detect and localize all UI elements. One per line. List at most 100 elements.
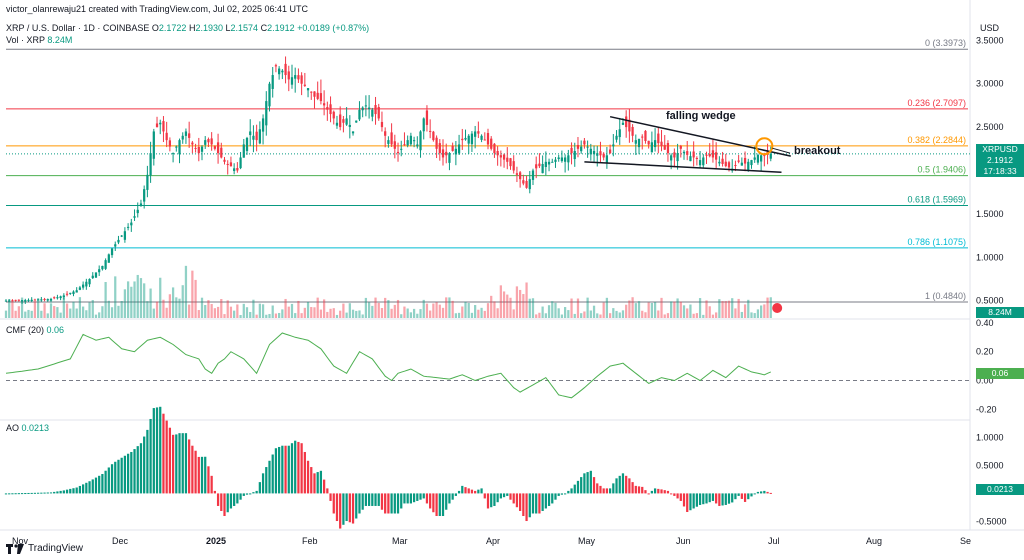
candle-body [422,118,425,132]
ao-bar [335,493,339,522]
candle-body [24,299,27,302]
volume-bar [753,313,756,318]
ao-bar [451,493,454,500]
volume-bar [155,301,159,318]
ao-bar [477,489,480,494]
candle-body [589,148,592,155]
volume-bar [766,297,769,318]
ao-bar [589,470,592,494]
candle-body [451,145,454,151]
volume-bar [306,301,310,318]
candle-body [37,299,40,301]
candle-body [88,278,91,285]
volume-bar [72,301,75,318]
ao-bar [107,467,110,494]
ao-bar [255,490,258,494]
ao-bar [37,492,40,494]
ao-bar [621,473,625,494]
wedge-upper-line [609,115,791,157]
ao-bar [605,488,609,494]
volume-bar [49,303,53,318]
candle-body [641,136,644,138]
candle-body [608,149,612,154]
candle-body [467,135,470,144]
ao-bar [502,493,506,498]
ao-bar [406,493,409,504]
ao-bar [300,443,303,494]
candle-body [718,161,721,164]
ao-bar [332,493,335,514]
volume-bar [509,297,512,318]
volume-bar [390,308,393,318]
ao-bar [65,489,69,494]
candle-body [188,133,191,138]
candle-body [689,156,692,162]
volume-bar [181,285,184,318]
candle-body [502,154,506,160]
candle-body [506,157,509,162]
candle-body [592,150,596,155]
ao-bar [265,467,268,494]
candle-body [126,226,130,228]
ohlc-open: 2.1722 [158,23,187,33]
volume-bar [747,299,750,318]
volume-bar [342,303,345,318]
ao-bar [409,493,413,504]
candle-body [284,63,287,76]
volume-bar [429,310,432,318]
ao-bar [486,493,490,509]
volume-bar [576,298,580,318]
candle-body [412,140,416,142]
candle-body [281,70,284,73]
symbol-header: XRP / U.S. Dollar · 1D · COINBASE O2.172… [6,23,369,33]
candle-body [207,139,210,143]
ao-bar [213,490,216,494]
volume-bar [682,305,686,318]
volume-bar [435,302,438,318]
candle-body [551,161,554,163]
volume-bar [692,313,695,318]
candle-body [78,287,82,290]
volume-bar [165,307,168,318]
candle-body [358,109,361,120]
ao-bar [268,460,271,494]
volume-bar [715,312,718,318]
volume-bar [589,310,592,318]
ao-bar [168,427,172,494]
volume-bar [59,312,62,318]
ao-bar [348,493,351,523]
candle-body [191,142,194,145]
price-tick-label: 1.0000 [976,252,1004,262]
ao-bar [695,493,698,507]
wedge-annotation: falling wedge [666,110,736,122]
ao-bar [278,446,281,494]
price-tick-label: 1.5000 [976,209,1004,219]
candle-body [326,107,329,110]
candle-body [149,153,152,176]
ao-bar [316,472,319,494]
volume-bar [24,311,27,318]
ao-bar [155,407,159,494]
ao-bar [509,493,512,500]
fib-level-label: 0.382 (2.2844) [907,135,966,145]
candle-body [14,299,17,301]
candle-body [178,140,181,155]
candle-body [650,142,654,153]
volume-bar [207,300,210,318]
ao-bar [200,456,204,494]
price-tick-label: 2.5000 [976,122,1004,132]
ao-bar [573,484,576,494]
ao-bar [242,493,245,496]
volume-bar [384,297,387,318]
candle-body [274,65,278,67]
candle-body [599,151,602,156]
volume-bar [345,312,348,318]
volume-bar [711,314,715,318]
candle-body [229,162,233,167]
ao-bar [608,488,612,494]
volume-tag: 8.24M [976,307,1024,318]
candle-body [107,254,110,263]
candle-body [695,157,698,159]
ao-bar [711,493,715,501]
candle-body [576,144,580,149]
